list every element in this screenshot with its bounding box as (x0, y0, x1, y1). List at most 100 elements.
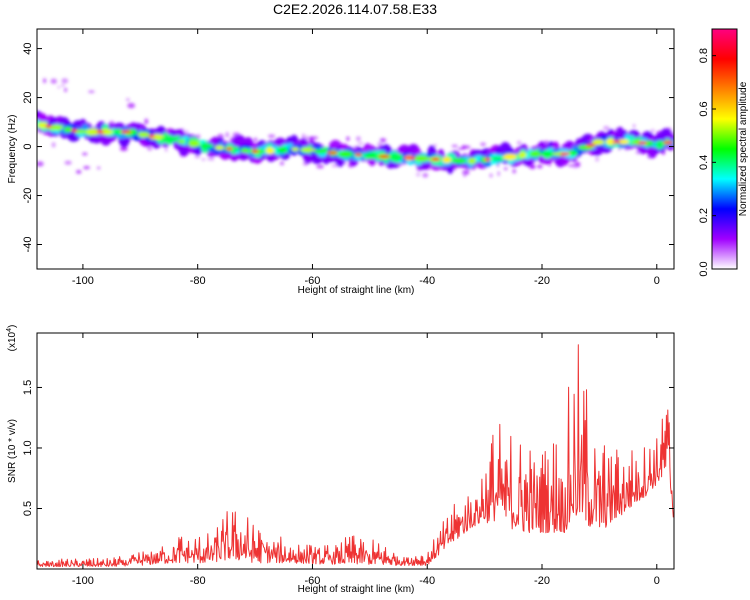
spectrogram-xtick-label: -100 (72, 275, 94, 287)
spectrogram-cell (503, 153, 517, 160)
colorbar-tick-label: 0.4 (698, 155, 710, 170)
spectrogram-speck (568, 164, 575, 167)
spectrogram-cell (86, 128, 101, 136)
spectrogram-speck (43, 78, 46, 83)
spectrogram-cell (518, 151, 527, 159)
spectrogram-cell (413, 155, 430, 162)
spectrogram-cell (161, 136, 177, 143)
spectrogram-cell (265, 147, 275, 155)
spectrogram-speck (184, 130, 189, 134)
spectrogram-speck (76, 170, 82, 174)
snr-xtick-label: -80 (190, 575, 206, 587)
spectrogram-ytick-label: -40 (22, 237, 34, 253)
spectrogram-cell (137, 131, 150, 138)
colorbar-label: Normalized spectral amplitude (738, 81, 749, 216)
spectrogram-peak (431, 157, 441, 161)
spectrogram-speck (305, 135, 309, 141)
spectrogram-cell (389, 153, 403, 161)
spectrogram-xtick-label: -60 (305, 275, 321, 287)
spectrogram-ytick-label: -20 (22, 188, 34, 204)
spectrogram-peak (404, 156, 416, 160)
spectrogram-peak (71, 128, 78, 133)
spectrogram-cell (177, 139, 186, 144)
spectrogram-speck (346, 136, 350, 141)
spectrogram-heatmap (37, 78, 674, 178)
spectrogram-cell (338, 150, 354, 158)
spectrogram-speck (225, 131, 229, 138)
colorbar-gradient (712, 29, 737, 269)
spectrogram-speck (633, 124, 636, 128)
spectrogram-speck (126, 98, 130, 101)
snr-series-line (37, 344, 674, 568)
spectrogram-speck (537, 164, 543, 169)
colorbar-tick-label: 0.6 (698, 101, 710, 116)
spectrogram-peak (378, 154, 390, 159)
spectrogram-speck (64, 160, 72, 165)
spectrogram-speck (497, 170, 500, 177)
colorbar: 0.0 0.2 0.4 0.6 0.8 Normalized spectral ampl… (698, 28, 749, 277)
spectrogram-speck (574, 161, 581, 168)
spectrogram-peak (226, 147, 233, 151)
spectrogram-xtick-label: 0 (654, 275, 660, 287)
snr-frame (36, 332, 675, 570)
spectrogram-speck (650, 129, 655, 133)
spectrogram-speck (595, 156, 600, 162)
spectrogram-speck (119, 146, 128, 151)
spectrogram-peak (120, 130, 132, 134)
colorbar-tick-label: 0.0 (698, 261, 710, 276)
spectrogram-cell (98, 128, 113, 135)
spectrogram-speck (480, 142, 486, 147)
spectrogram-speck (144, 118, 149, 125)
spectrogram-speck (462, 145, 466, 150)
spectrogram-cell (568, 150, 578, 156)
spectrogram-cell (200, 143, 214, 149)
spectrogram-cell (291, 147, 300, 152)
spectrogram-speck (517, 140, 522, 145)
spectrogram-ylabel: Frequency (Hz) (7, 115, 18, 184)
colorbar-tick-label: 0.2 (698, 208, 710, 223)
chart-title: C2E2.2026.114.07.58.E33 (273, 1, 437, 17)
spectrogram-speck (302, 133, 305, 139)
spectrogram-speck (433, 144, 437, 147)
snr-scale-exponent: 4 (6, 328, 13, 332)
snr-xtick-label: 0 (654, 575, 660, 587)
spectrogram-speck (489, 173, 493, 178)
spectrogram-speck (279, 161, 285, 166)
spectrogram-speck (88, 90, 95, 93)
spectrogram-speck (82, 152, 88, 156)
spectrogram-peak (663, 140, 674, 145)
spectrogram-speck (357, 142, 364, 145)
spectrogram-peak (95, 130, 105, 134)
spectrogram-peak (327, 151, 338, 155)
spectrogram-peak (637, 141, 648, 145)
colorbar-frame (711, 28, 738, 270)
spectrogram-speck (254, 137, 258, 142)
spectrogram-peak (148, 134, 155, 138)
spectrogram-cell (364, 152, 378, 159)
snr-scale-label: (x104) (6, 325, 18, 352)
snr-ticks: -100 -80 -60 -40 -20 0 0.5 1.0 1.5 (22, 333, 674, 587)
spectrogram-speck (422, 173, 429, 178)
spectrogram-speck (463, 171, 467, 178)
snr-scale-prefix: (x10 (7, 331, 18, 351)
snr-scale-close: ) (7, 325, 18, 328)
spectrogram-speck (618, 148, 621, 151)
spectrogram-speck (451, 144, 458, 148)
spectrogram-speck (379, 138, 387, 143)
snr-xtick-label: -100 (72, 575, 94, 587)
spectrogram-cell (300, 147, 316, 152)
spectrogram-speck (61, 78, 69, 84)
spectrogram-speck (97, 166, 101, 170)
spectrogram-frame (36, 28, 675, 270)
spectrogram-ytick-label: 20 (22, 91, 34, 103)
spectrogram-cell (63, 126, 73, 133)
snr-xtick-label: -60 (305, 575, 321, 587)
spectrogram-xtick-label: -20 (534, 275, 550, 287)
spectrogram-cell (592, 139, 605, 146)
snr-xtick-label: -20 (534, 575, 550, 587)
spectrogram-cell (276, 146, 289, 154)
spectrogram-peak (354, 153, 362, 157)
colorbar-ticks: 0.0 0.2 0.4 0.6 0.8 (698, 48, 716, 277)
spectrogram-peak (251, 149, 259, 153)
spectrogram-peak (559, 152, 571, 156)
